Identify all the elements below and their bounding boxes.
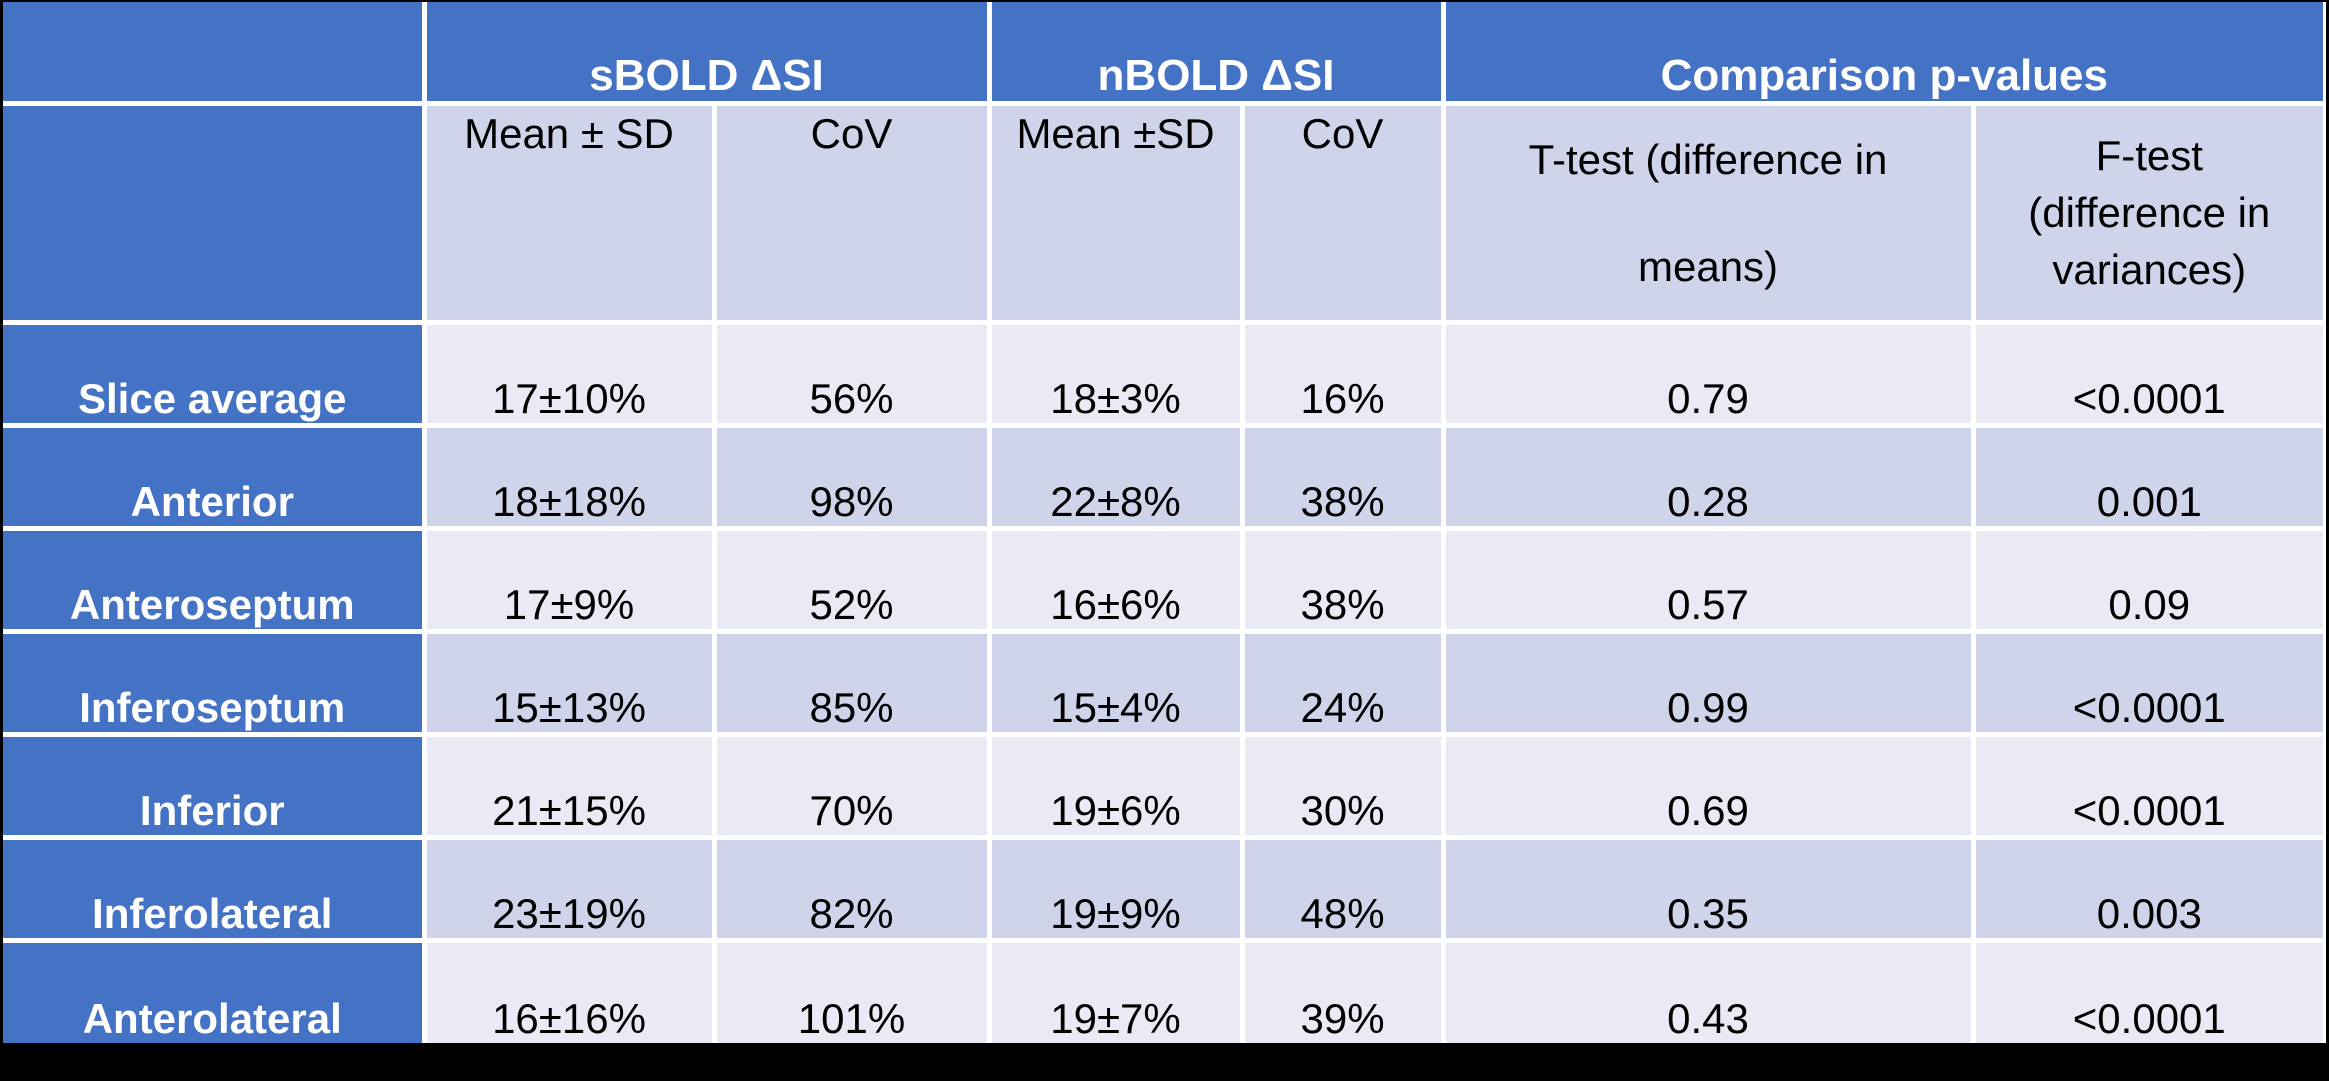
table-row-anteroseptum: Anteroseptum 17±9% 52% 16±6% 38% 0.57 0.… <box>0 525 2326 634</box>
results-table-wrapper: sBOLD ΔSI nBOLD ΔSI Comparison p-values … <box>0 0 2326 1046</box>
col-header-f-test: F-test (difference in variances) <box>1970 100 2326 325</box>
t-test-line-2: means) <box>1638 242 1779 290</box>
cell-sbold-mean: 17±9% <box>421 525 717 634</box>
row-label: Inferolateral <box>0 834 427 943</box>
group-header-comparison: Comparison p-values <box>1440 0 2326 106</box>
cell-sbold-cov: 56% <box>711 319 992 428</box>
cell-sbold-mean: 21±15% <box>421 731 717 840</box>
cell-nbold-cov: 16% <box>1239 319 1446 428</box>
cell-sbold-cov: 52% <box>711 525 992 634</box>
t-test-line-1: T-test (difference in <box>1528 135 1888 183</box>
cell-t-test: 0.79 <box>1440 319 1976 428</box>
col-header-sbold-cov: CoV <box>711 100 992 325</box>
col-header-nbold-mean: Mean ±SD <box>986 100 1245 325</box>
cell-nbold-mean: 16±6% <box>986 525 1245 634</box>
cell-sbold-mean: 18±18% <box>421 422 717 531</box>
cell-f-test: <0.0001 <box>1970 628 2326 737</box>
table-row-anterior: Anterior 18±18% 98% 22±8% 38% 0.28 0.001 <box>0 422 2326 531</box>
f-test-line-3: variances) <box>2052 246 2247 294</box>
row-label: Slice average <box>0 319 427 428</box>
cell-nbold-cov: 38% <box>1239 525 1446 634</box>
f-test-line-1: F-test <box>2095 131 2203 179</box>
cell-sbold-mean: 17±10% <box>421 319 717 428</box>
corner-cell-2 <box>0 100 427 325</box>
cell-t-test: 0.35 <box>1440 834 1976 943</box>
group-header-sbold: sBOLD ΔSI <box>421 0 992 106</box>
cell-nbold-mean: 19±7% <box>986 937 1245 1046</box>
cell-sbold-cov: 98% <box>711 422 992 531</box>
cell-t-test: 0.43 <box>1440 937 1976 1046</box>
cell-nbold-cov: 30% <box>1239 731 1446 840</box>
col-header-t-test: T-test (difference in means) <box>1440 100 1976 325</box>
cell-nbold-mean: 19±6% <box>986 731 1245 840</box>
column-group-row: sBOLD ΔSI nBOLD ΔSI Comparison p-values <box>0 0 2326 106</box>
cell-nbold-mean: 19±9% <box>986 834 1245 943</box>
row-label: Inferior <box>0 731 427 840</box>
corner-cell <box>0 0 427 106</box>
cell-nbold-mean: 15±4% <box>986 628 1245 737</box>
cell-nbold-cov: 48% <box>1239 834 1446 943</box>
cell-nbold-cov: 39% <box>1239 937 1446 1046</box>
table-body: Slice average 17±10% 56% 18±3% 16% 0.79 … <box>0 319 2326 1046</box>
cell-sbold-mean: 16±16% <box>421 937 717 1046</box>
cell-t-test: 0.99 <box>1440 628 1976 737</box>
table-row-inferoseptum: Inferoseptum 15±13% 85% 15±4% 24% 0.99 <… <box>0 628 2326 737</box>
cell-f-test: 0.003 <box>1970 834 2326 943</box>
cell-sbold-cov: 85% <box>711 628 992 737</box>
row-label: Anterior <box>0 422 427 531</box>
table-row-anterolateral: Anterolateral 16±16% 101% 19±7% 39% 0.43… <box>0 937 2326 1046</box>
col-header-nbold-cov: CoV <box>1239 100 1446 325</box>
cell-sbold-mean: 23±19% <box>421 834 717 943</box>
table-row-inferolateral: Inferolateral 23±19% 82% 19±9% 48% 0.35 … <box>0 834 2326 943</box>
cell-nbold-cov: 24% <box>1239 628 1446 737</box>
sub-header-row: Mean ± SD CoV Mean ±SD CoV T-test (diffe… <box>0 100 2326 325</box>
cell-sbold-cov: 70% <box>711 731 992 840</box>
cell-f-test: 0.001 <box>1970 422 2326 531</box>
table-header: sBOLD ΔSI nBOLD ΔSI Comparison p-values … <box>0 0 2326 325</box>
cell-f-test: 0.09 <box>1970 525 2326 634</box>
row-label: Inferoseptum <box>0 628 427 737</box>
results-table: sBOLD ΔSI nBOLD ΔSI Comparison p-values … <box>0 0 2326 1046</box>
cell-nbold-mean: 18±3% <box>986 319 1245 428</box>
cell-f-test: <0.0001 <box>1970 731 2326 840</box>
cell-t-test: 0.69 <box>1440 731 1976 840</box>
cell-sbold-cov: 82% <box>711 834 992 943</box>
cell-t-test: 0.28 <box>1440 422 1976 531</box>
cell-t-test: 0.57 <box>1440 525 1976 634</box>
row-label: Anterolateral <box>0 937 427 1046</box>
cell-sbold-mean: 15±13% <box>421 628 717 737</box>
f-test-line-2: (difference in <box>2028 189 2271 237</box>
table-row-slice-average: Slice average 17±10% 56% 18±3% 16% 0.79 … <box>0 319 2326 428</box>
row-label: Anteroseptum <box>0 525 427 634</box>
col-header-sbold-mean: Mean ± SD <box>421 100 717 325</box>
group-header-nbold: nBOLD ΔSI <box>986 0 1446 106</box>
cell-nbold-cov: 38% <box>1239 422 1446 531</box>
table-row-inferior: Inferior 21±15% 70% 19±6% 30% 0.69 <0.00… <box>0 731 2326 840</box>
cell-nbold-mean: 22±8% <box>986 422 1245 531</box>
cell-sbold-cov: 101% <box>711 937 992 1046</box>
cell-f-test: <0.0001 <box>1970 319 2326 428</box>
cell-f-test: <0.0001 <box>1970 937 2326 1046</box>
